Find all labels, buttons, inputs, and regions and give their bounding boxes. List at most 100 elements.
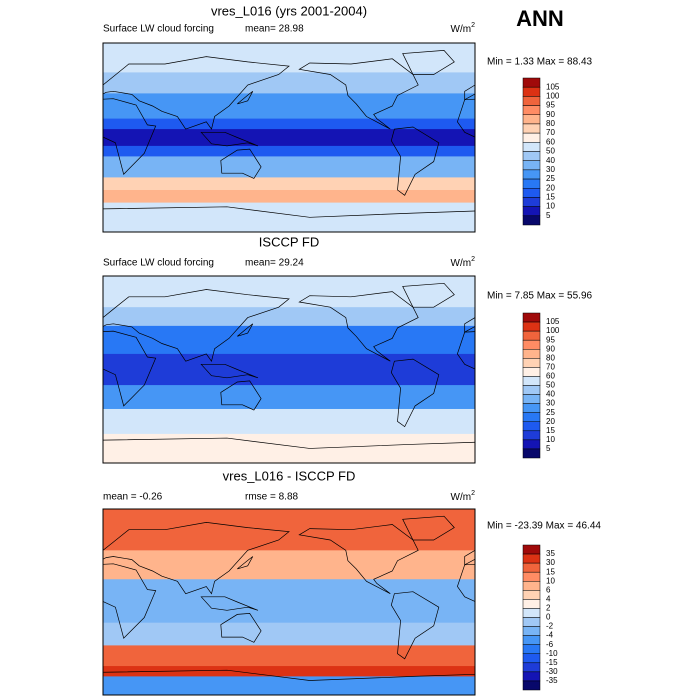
colorbar-box xyxy=(522,77,541,88)
field-band xyxy=(103,43,475,74)
colorbar-box xyxy=(522,142,541,152)
colorbar-label: 60 xyxy=(546,372,555,381)
coastline xyxy=(390,358,440,428)
field-band xyxy=(103,550,475,581)
colorbar-label: 95 xyxy=(546,101,555,110)
coastline xyxy=(200,596,259,611)
coastline xyxy=(402,282,455,308)
coastline xyxy=(609,91,625,104)
colorbar-box xyxy=(522,571,541,582)
coastline xyxy=(609,324,625,337)
colorbar-box xyxy=(522,590,541,600)
season-label: ANN xyxy=(516,6,564,31)
coastline xyxy=(298,524,419,595)
field-band xyxy=(103,145,475,158)
coastline xyxy=(103,437,475,449)
units-sup: 2 xyxy=(471,490,475,497)
colorbar-label: 100 xyxy=(546,91,560,100)
colorbar-label: 80 xyxy=(546,353,555,362)
coastline xyxy=(593,613,633,642)
colorbar-label: 50 xyxy=(546,381,555,390)
map xyxy=(103,43,700,232)
coastline xyxy=(671,59,700,129)
colorbar-box xyxy=(522,151,541,161)
field-band xyxy=(103,325,475,355)
map xyxy=(103,509,700,695)
colorbar-label: -15 xyxy=(546,658,558,667)
colorbar-label: -6 xyxy=(546,640,554,649)
field-band xyxy=(103,202,475,232)
colorbar-box xyxy=(522,421,541,432)
field-band xyxy=(103,118,475,131)
colorbar-label: 15 xyxy=(546,193,555,202)
colorbar-label: -2 xyxy=(546,622,554,631)
coastline xyxy=(671,292,700,362)
colorbar-box xyxy=(522,105,541,115)
panel-title: vres_L016 (yrs 2001-2004) xyxy=(211,3,367,18)
colorbar-label: 30 xyxy=(546,399,555,408)
field-band xyxy=(103,72,475,95)
colorbar-label: 90 xyxy=(546,344,555,353)
colorbar-label: 20 xyxy=(546,183,555,192)
coastline xyxy=(390,591,440,660)
colorbar-box xyxy=(522,644,541,654)
colorbar-label: -35 xyxy=(546,676,558,685)
center-string: mean= 29.24 xyxy=(245,258,304,269)
coastline xyxy=(671,525,700,594)
colorbar-box xyxy=(522,132,541,143)
map-frame xyxy=(102,42,476,233)
coastline xyxy=(103,98,157,175)
colorbar-box xyxy=(522,662,541,673)
field-band xyxy=(103,177,475,191)
field-band xyxy=(103,509,475,552)
colorbar-box xyxy=(522,412,541,422)
units: W/m2 xyxy=(451,22,476,35)
coastline xyxy=(573,364,630,378)
colorbar-box xyxy=(522,599,541,609)
colorbar-label: 15 xyxy=(546,567,555,576)
field-band xyxy=(103,156,475,179)
colorbar-label: 50 xyxy=(546,147,555,156)
colorbar-label: 6 xyxy=(546,585,551,594)
min-max: Min = 1.33 Max = 88.43 xyxy=(487,57,593,68)
colorbar-label: 35 xyxy=(546,549,555,558)
colorbar-label: 60 xyxy=(546,137,555,146)
colorbar-box xyxy=(522,312,541,323)
colorbar-label: 15 xyxy=(546,426,555,435)
field-band xyxy=(103,353,475,387)
coastline xyxy=(402,515,455,541)
units-sup: 2 xyxy=(471,22,475,29)
coastline xyxy=(103,206,475,218)
colorbar-label: 80 xyxy=(546,119,555,128)
field-band xyxy=(103,129,475,147)
field-band xyxy=(103,385,475,410)
colorbar-box xyxy=(522,608,541,618)
colorbar-box xyxy=(522,330,541,341)
left-string: Surface LW cloud forcing xyxy=(103,24,214,35)
colorbar-label: 10 xyxy=(546,435,555,444)
colorbar-label: 25 xyxy=(546,408,555,417)
map xyxy=(103,276,700,463)
coastline xyxy=(103,522,290,595)
coastline xyxy=(593,381,633,410)
colorbar-label: -30 xyxy=(546,667,558,676)
field-band xyxy=(103,645,475,668)
field-band xyxy=(103,93,475,120)
field-band xyxy=(103,276,475,309)
colorbar-label: 10 xyxy=(546,202,555,211)
colorbar-label: 2 xyxy=(546,604,551,613)
units: W/m2 xyxy=(451,256,476,269)
units-base: W/m xyxy=(451,492,472,503)
field-band xyxy=(103,666,475,678)
colorbar-box xyxy=(522,439,541,450)
colorbar-label: 70 xyxy=(546,362,555,371)
coastline xyxy=(237,556,254,570)
colorbar-box xyxy=(522,160,541,171)
left-string: mean = -0.26 xyxy=(103,492,163,503)
colorbar-box xyxy=(522,448,541,459)
field-band xyxy=(103,433,475,463)
colorbar-label: 100 xyxy=(546,326,560,335)
colorbar-label: 4 xyxy=(546,594,551,603)
colorbar-box xyxy=(522,430,541,441)
